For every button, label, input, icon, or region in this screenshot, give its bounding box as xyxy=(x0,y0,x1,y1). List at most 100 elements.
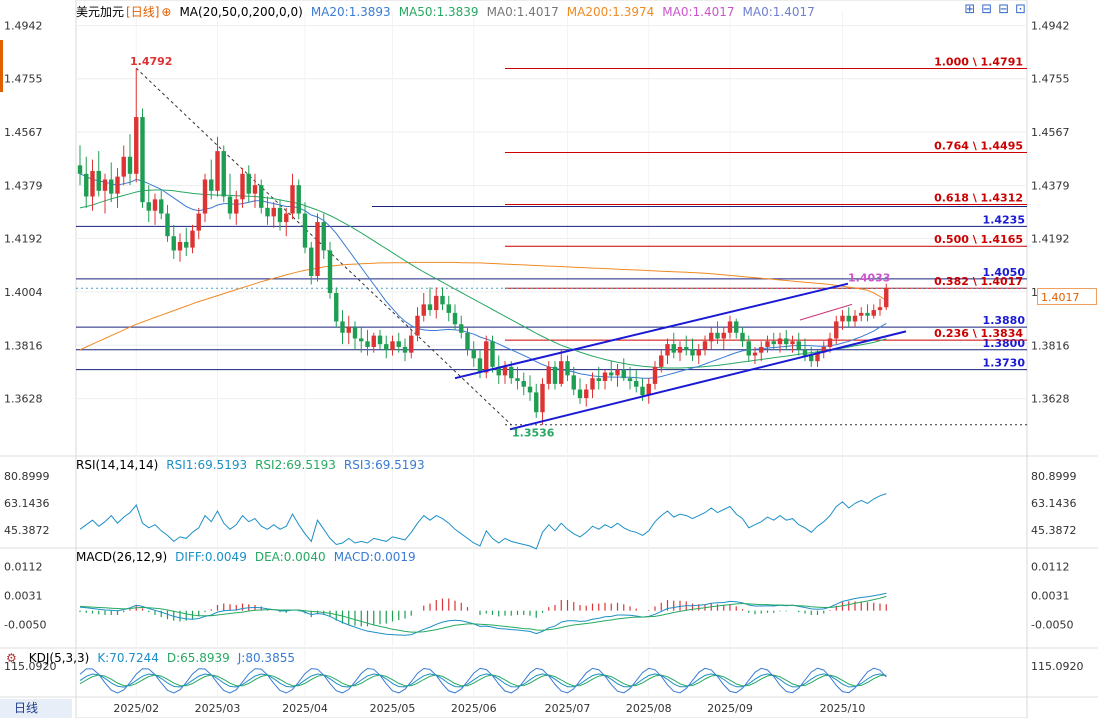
layout-icon[interactable]: ⊞ xyxy=(964,2,976,17)
kdj-y-tick-left: 115.0920 xyxy=(4,660,57,673)
macd-y-tick-left-2: -0.0050 xyxy=(4,619,46,632)
candle-body-32 xyxy=(277,207,283,223)
candle-body-62 xyxy=(465,332,470,350)
candle-body-81 xyxy=(584,389,589,399)
macd-diff: DIFF:0.0049 xyxy=(175,550,247,564)
rsi-value-2: RSI2:69.5193 xyxy=(255,458,336,472)
x-axis-label-1: 2025/03 xyxy=(195,702,241,715)
candle-body-91 xyxy=(646,383,651,396)
x-axis-label-5: 2025/07 xyxy=(545,702,591,715)
main-y-tick-right-3: 1.4379 xyxy=(1031,179,1070,192)
candle-body-103 xyxy=(721,332,726,339)
candle-body-7 xyxy=(121,156,126,177)
candle-body-20 xyxy=(202,179,208,214)
ma200-line xyxy=(79,261,887,351)
candle-body-108 xyxy=(752,352,758,356)
candle-body-52 xyxy=(402,346,408,353)
x-axis-label-7: 2025/09 xyxy=(707,702,753,715)
main-y-tick-right-6: 1.3816 xyxy=(1031,339,1070,352)
support-label-2: 1.3880 xyxy=(983,314,1026,327)
main-y-tick-left-2: 1.4567 xyxy=(4,126,43,139)
candle-body-128 xyxy=(877,307,883,311)
candle-body-38 xyxy=(315,222,320,276)
chart-toolbar: ⊞ ⊟ ⊟ ⊡ xyxy=(958,2,1026,17)
candle-body-82 xyxy=(590,378,595,390)
candle-body-16 xyxy=(177,241,183,251)
candle-body-89 xyxy=(634,381,639,387)
candle-body-113 xyxy=(784,338,789,345)
macd-y-tick-right-1: 0.0031 xyxy=(1031,590,1070,603)
period-tag[interactable]: [日线] xyxy=(126,5,160,19)
main-y-tick-left-4: 1.4192 xyxy=(4,233,43,246)
main-y-tick-left-3: 1.4379 xyxy=(4,179,43,192)
candle-body-9 xyxy=(134,117,139,174)
collapse-icon[interactable]: ⊟ xyxy=(981,2,993,17)
macd-y-tick-left-0: 0.0112 xyxy=(4,561,43,574)
candle-body-92 xyxy=(652,366,658,384)
fib-label-2: 0.618 \ 1.4312 xyxy=(934,191,1023,204)
main-y-tick-left-7: 1.3628 xyxy=(4,393,43,406)
candle-body-129 xyxy=(884,288,889,308)
candle-body-48 xyxy=(377,335,383,345)
macd-dea: DEA:0.0040 xyxy=(254,550,326,564)
candle-body-123 xyxy=(846,315,851,322)
macd-value: MACD:0.0019 xyxy=(333,550,416,564)
candle-body-51 xyxy=(396,341,401,347)
candle-body-55 xyxy=(421,304,426,316)
main-chart-header: 美元加元 [日线] ⊕ MA(20,50,0,200,0,0) MA20:1.3893 M… xyxy=(76,3,823,20)
rsi-y-tick-left-2: 45.3872 xyxy=(4,524,50,537)
candle-body-8 xyxy=(127,156,133,174)
candle-body-10 xyxy=(140,117,145,203)
candle-body-65 xyxy=(484,341,489,373)
period-selector[interactable]: 日线 xyxy=(0,699,72,718)
rsi-y-tick-right-2: 45.3872 xyxy=(1031,524,1077,537)
x-axis-label-3: 2025/05 xyxy=(370,702,416,715)
kdj-k-line xyxy=(79,673,887,688)
macd-y-tick-right-2: -0.0050 xyxy=(1031,619,1073,632)
maximize-icon[interactable]: ⊡ xyxy=(1015,2,1026,17)
candle-body-102 xyxy=(715,332,720,339)
main-y-tick-right-2: 1.4567 xyxy=(1031,126,1070,139)
candle-body-25 xyxy=(234,199,239,214)
candle-body-94 xyxy=(665,344,670,356)
macd-y-tick-right-0: 0.0112 xyxy=(1031,561,1070,574)
candle-body-50 xyxy=(390,341,395,350)
candle-body-74 xyxy=(540,383,545,413)
rsi-line xyxy=(79,493,887,550)
candle-body-124 xyxy=(852,315,858,322)
channel-upper xyxy=(454,282,849,380)
kdj-title: KDJ(5,3,3) xyxy=(28,651,90,665)
candle-body-33 xyxy=(284,213,289,223)
macd-header: MACD(26,12,9) DIFF:0.0049 DEA:0.0040 MACD:0… xyxy=(76,550,424,564)
support-label-1: 1.4050 xyxy=(983,266,1026,279)
candle-body-23 xyxy=(221,151,226,197)
candle-body-96 xyxy=(677,346,683,353)
candle-body-3 xyxy=(96,170,101,191)
candle-body-80 xyxy=(577,389,583,399)
candle-body-22 xyxy=(215,151,220,191)
candle-body-30 xyxy=(265,207,270,217)
candle-body-57 xyxy=(434,295,439,311)
candle-body-63 xyxy=(471,349,476,359)
macd-title: MACD(26,12,9) xyxy=(76,550,168,564)
candle-body-24 xyxy=(227,196,233,214)
split-icon[interactable]: ⊟ xyxy=(998,2,1010,17)
settings-icon[interactable]: ⊕ xyxy=(161,5,172,19)
ma-value-2: MA0:1.4017 xyxy=(486,5,559,19)
candle-body-47 xyxy=(371,335,376,347)
main-y-tick-left-0: 1.4942 xyxy=(4,20,43,33)
ma50-line xyxy=(79,189,887,369)
candle-body-36 xyxy=(302,213,308,248)
candle-body-87 xyxy=(621,369,626,379)
ma-value-3: MA200:1.3974 xyxy=(566,5,655,19)
candle-body-35 xyxy=(296,185,301,214)
gear-icon[interactable]: ⚙ xyxy=(6,651,17,665)
active-marker xyxy=(0,40,3,92)
candle-body-54 xyxy=(415,315,420,336)
candle-body-93 xyxy=(659,355,664,367)
candle-body-95 xyxy=(671,344,676,353)
candle-body-90 xyxy=(640,386,645,396)
candle-body-122 xyxy=(840,315,845,322)
